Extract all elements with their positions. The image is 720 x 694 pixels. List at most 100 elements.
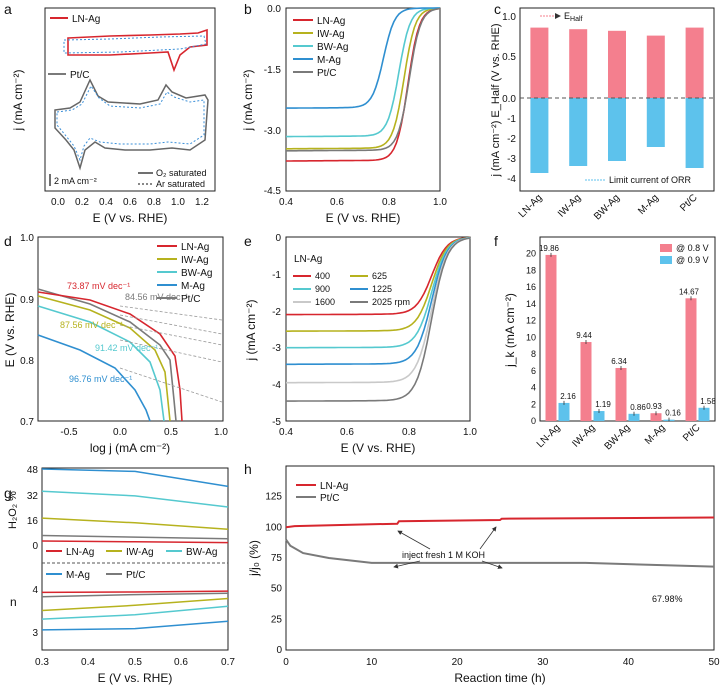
xtick-a: 1.2 bbox=[195, 197, 209, 208]
axes-frame-b bbox=[285, 7, 441, 192]
ytick-b: -4.5 bbox=[264, 186, 282, 197]
legend-label-e: 1225 bbox=[372, 284, 392, 294]
bar-f bbox=[650, 413, 662, 421]
ytick-e: -4 bbox=[272, 380, 281, 391]
yticks-f: 0 2 4 6 8 10 12 14 16 18 20 bbox=[526, 249, 536, 426]
xtick-h: 10 bbox=[366, 657, 378, 668]
panel-b: b LN-Ag IW-Ag BW-Ag M-Ag Pt/C 0.0 -1.5 -… bbox=[241, 1, 447, 225]
ytick-d: 1.0 bbox=[20, 233, 34, 244]
data-label-f: 1.58 bbox=[700, 397, 716, 406]
bar-c-limit bbox=[646, 98, 665, 147]
axes-frame-g bbox=[41, 467, 229, 651]
axes-frame-f bbox=[539, 236, 716, 422]
series-e-rpm bbox=[286, 237, 471, 366]
data-label-f: 9.44 bbox=[576, 331, 592, 340]
series-g-n bbox=[41, 620, 229, 631]
ytick-g: 3 bbox=[32, 628, 38, 639]
scale-bar-label-a: 2 mA cm⁻² bbox=[54, 176, 97, 186]
legend-label-b: M-Ag bbox=[317, 55, 341, 66]
ytick-f: 14 bbox=[526, 299, 536, 309]
legend-label-g: LN-Ag bbox=[66, 547, 94, 558]
legend-h: LN-Ag Pt/C bbox=[296, 481, 348, 504]
panel-label-b: b bbox=[244, 1, 252, 17]
xtick-f: BW-Ag bbox=[603, 422, 633, 452]
data-label-f: 2.16 bbox=[560, 392, 576, 401]
xticks-e: 0.4 0.6 0.8 1.0 bbox=[279, 427, 477, 438]
legend-label-f: @ 0.9 V bbox=[676, 255, 709, 265]
legend-e: 400 625 900 1225 1600 2025 rpm bbox=[293, 271, 410, 307]
series-d-m bbox=[37, 334, 151, 422]
ytick-f: 8 bbox=[531, 349, 536, 359]
axes-frame-a bbox=[44, 7, 216, 192]
legend-label-e: 2025 rpm bbox=[372, 297, 410, 307]
xlabel-g: E (V vs. RHE) bbox=[98, 671, 173, 685]
ytick-c: -2 bbox=[507, 134, 516, 145]
legend-label-a-ln: LN-Ag bbox=[72, 14, 100, 25]
annotation-arrow-3 bbox=[393, 560, 421, 569]
legend-swatch-f bbox=[660, 256, 672, 264]
series-g-h2o2 bbox=[41, 468, 229, 488]
xtick-d: -0.5 bbox=[60, 427, 78, 438]
legend-label-c-ehalf: EHalf bbox=[564, 11, 583, 23]
legend-label-a-ptc: Pt/C bbox=[70, 70, 89, 81]
bar-group-c bbox=[530, 27, 704, 173]
series-e-rpm bbox=[286, 236, 471, 316]
axes-frame-d bbox=[37, 236, 224, 422]
annotations-d: 73.87 mV dec⁻¹ 84.56 mV dec⁻¹ 87.56 mV d… bbox=[60, 281, 188, 384]
series-d-ln bbox=[37, 291, 183, 422]
panel-label-f: f bbox=[494, 233, 498, 249]
bar-f bbox=[615, 367, 627, 421]
data-label-f: 14.67 bbox=[679, 287, 700, 296]
fit-line-d bbox=[119, 324, 223, 346]
legend-label-c-limit: Limit current of ORR bbox=[609, 175, 692, 185]
ytick-b: -1.5 bbox=[264, 65, 282, 76]
bar-c-limit bbox=[530, 98, 549, 173]
data-label-f: 19.86 bbox=[539, 244, 560, 253]
yticks-e: 0 -1 -2 -3 -4 -5 bbox=[272, 233, 281, 428]
legend-label-g: Pt/C bbox=[126, 570, 145, 581]
bar-c-ehalf bbox=[608, 30, 626, 98]
yticks-c: 1.0 0.5 0.0 -1 -2 -3 -4 bbox=[502, 12, 516, 185]
data-label-f: 6.34 bbox=[611, 357, 627, 366]
series-g-h2o2 bbox=[41, 540, 229, 544]
bar-f bbox=[698, 407, 710, 421]
ylabel-e: j (mA cm⁻²) bbox=[244, 300, 258, 362]
tafel-curves-d bbox=[37, 288, 223, 422]
tafel-fit-lines-d bbox=[119, 305, 223, 403]
ytick-c: -4 bbox=[507, 174, 516, 185]
legend-label-d: BW-Ag bbox=[181, 268, 213, 279]
panel-d: d 73.87 mV dec⁻¹ 84.56 mV dec⁻¹ 87.56 mV… bbox=[3, 233, 228, 455]
series-b-iw-ag bbox=[286, 7, 441, 150]
series-b-ln-ag bbox=[286, 7, 441, 162]
xtick-d: 0.0 bbox=[113, 427, 127, 438]
ytick-e: -2 bbox=[272, 307, 281, 318]
data-label-f: 0.16 bbox=[665, 409, 681, 418]
style-legend-label-ar: Ar saturated bbox=[156, 179, 205, 189]
annotation-arrow-1 bbox=[397, 530, 431, 550]
tafel-slope-ln: 73.87 mV dec⁻¹ bbox=[67, 281, 130, 291]
legend-label-h: LN-Ag bbox=[320, 481, 348, 492]
series-e-rpm bbox=[286, 236, 471, 333]
panel-f: f 19.86 2.16 9.44 1.19 6.34 0.86 0.930.16 14.67… bbox=[494, 233, 716, 452]
yticks-g: 48 32 16 0 4 3 bbox=[27, 465, 39, 639]
ytick-h: 50 bbox=[271, 584, 283, 595]
legend-label-d: Pt/C bbox=[181, 294, 200, 305]
panel-h: h LN-Ag Pt/C inject fresh 1 M KOH 67.98%… bbox=[244, 461, 720, 685]
tafel-slope-iw: 87.56 mV dec⁻¹ bbox=[60, 320, 123, 330]
xtick-b: 1.0 bbox=[433, 197, 447, 208]
series-h-ln-ag bbox=[285, 516, 715, 529]
xticks-d: -0.5 0.0 0.5 1.0 bbox=[60, 427, 228, 438]
legend-c: EHalf Limit current of ORR bbox=[540, 11, 692, 185]
annotation-arrow-4 bbox=[481, 560, 503, 569]
xtick-h: 0 bbox=[283, 657, 289, 668]
ytick-c: 0.0 bbox=[502, 94, 516, 105]
axes-frame-h bbox=[285, 465, 715, 651]
ytick-f: 2 bbox=[531, 399, 536, 409]
series-g-n bbox=[41, 597, 229, 612]
xtick-c: Pt/C bbox=[678, 192, 700, 214]
ytick-h: 25 bbox=[271, 614, 283, 625]
ytick-f: 12 bbox=[526, 316, 536, 326]
ytick-f: 6 bbox=[531, 366, 536, 376]
legend-swatch-f bbox=[660, 244, 672, 252]
bar-c-ehalf bbox=[530, 27, 549, 99]
